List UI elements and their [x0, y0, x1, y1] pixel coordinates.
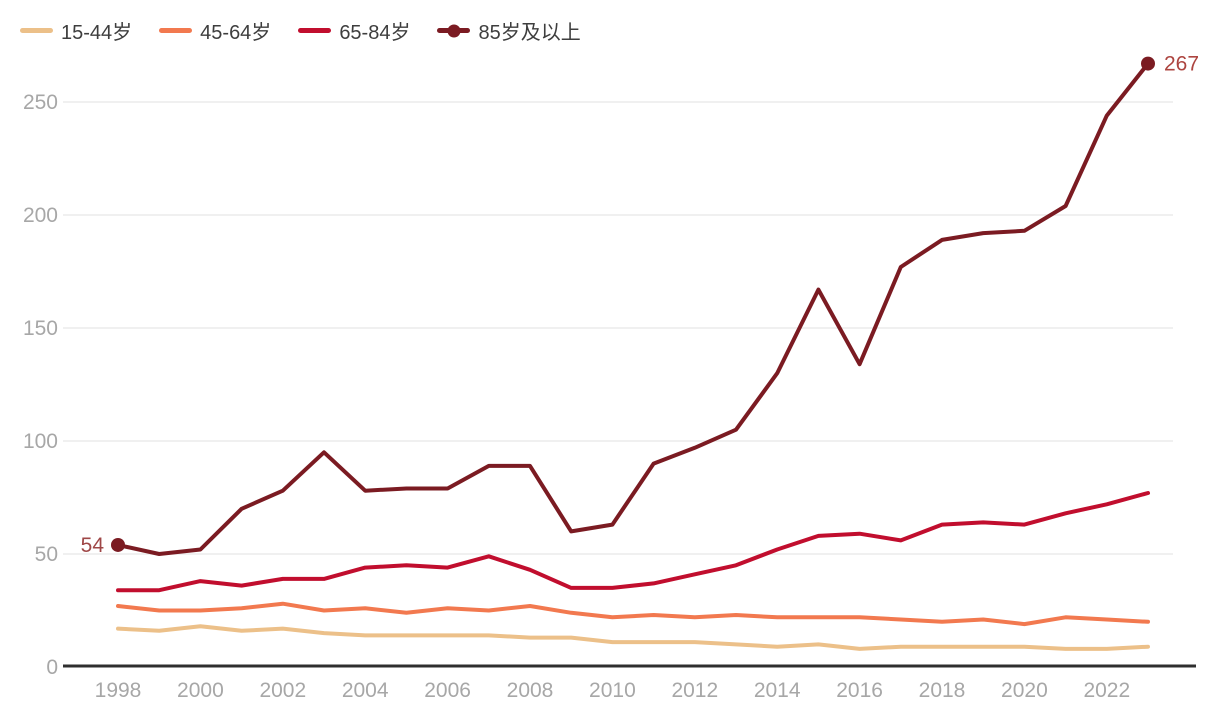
last-value-label: 267	[1164, 53, 1199, 76]
x-tick-label: 2002	[259, 679, 306, 702]
y-tick-label: 250	[23, 91, 58, 114]
x-tick-label: 2000	[177, 679, 224, 702]
legend-line-swatch	[20, 28, 53, 33]
y-tick-label: 150	[23, 317, 58, 340]
x-tick-label: 2020	[1001, 679, 1048, 702]
x-tick-label: 2022	[1083, 679, 1130, 702]
x-tick-label: 2018	[919, 679, 966, 702]
endpoint-dot-first	[111, 537, 125, 552]
series-line-2	[116, 601, 1150, 627]
legend-item-85[interactable]: 85岁及以上	[437, 16, 581, 45]
x-tick-label: 2004	[342, 679, 389, 702]
series-line-3	[116, 491, 1150, 593]
legend-line-swatch	[159, 28, 193, 33]
legend-item-15-44[interactable]: 15-44岁	[20, 16, 132, 45]
x-tick-label: 2014	[754, 679, 801, 702]
chart-legend: 15-44岁 45-64岁 65-84岁 85岁及以上	[20, 16, 581, 45]
legend-line-swatch	[298, 28, 332, 33]
series-line-4	[116, 61, 1150, 556]
legend-line-swatch	[437, 24, 471, 37]
legend-item-label: 85岁及以上	[478, 22, 581, 44]
x-tick-label: 1998	[95, 679, 142, 702]
y-tick-label: 0	[46, 656, 58, 679]
y-tick-label: 100	[23, 430, 58, 453]
x-tick-label: 2012	[671, 679, 718, 702]
legend-item-label: 15-44岁	[61, 22, 133, 44]
first-value-label: 54	[81, 534, 105, 557]
series-line-1	[116, 624, 1150, 651]
x-tick-label: 2008	[507, 679, 554, 702]
legend-item-label: 65-84岁	[339, 22, 411, 44]
legend-item-label: 45-64岁	[200, 22, 272, 44]
legend-dot-marker	[447, 24, 461, 37]
legend-item-45-64[interactable]: 45-64岁	[159, 16, 271, 45]
legend-item-65-84[interactable]: 65-84岁	[298, 16, 410, 45]
x-tick-label: 2010	[589, 679, 636, 702]
x-tick-label: 2006	[424, 679, 471, 702]
y-tick-label: 50	[35, 543, 58, 566]
endpoint-dot-last	[1141, 56, 1155, 71]
x-tick-label: 2016	[836, 679, 883, 702]
y-tick-label: 200	[23, 204, 58, 227]
